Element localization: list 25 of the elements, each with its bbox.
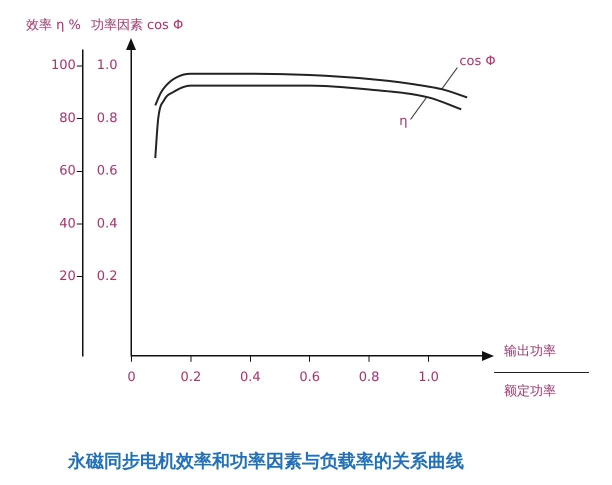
series-label: η xyxy=(399,114,408,129)
x-tick-label: 0.2 xyxy=(180,370,202,385)
line-series xyxy=(154,72,468,106)
y2-tick-label: 1.0 xyxy=(96,58,118,74)
y-tick-label: 40 xyxy=(59,216,76,232)
y2-axis-title: 功率因素 cos Φ xyxy=(90,16,184,33)
y2-tick-label: 0.8 xyxy=(96,110,118,126)
y-tick-label: 80 xyxy=(59,110,76,126)
y-tick-label: 60 xyxy=(59,164,76,179)
text: 额定功率 xyxy=(504,383,556,400)
x-tick-label: 0.6 xyxy=(299,370,320,385)
y2-tick-label: 0.4 xyxy=(96,216,118,232)
x-tick-label: 0 xyxy=(127,370,136,385)
y-axis-title: 效率 η % xyxy=(26,16,81,33)
line-series xyxy=(154,84,462,160)
x-tick-label: 1.0 xyxy=(418,370,439,385)
text: 永磁同步电机效率和功率因素与负载率的关系曲线 xyxy=(67,450,464,472)
y2-tick-label: 0.6 xyxy=(96,164,118,179)
series-label: cos Φ xyxy=(459,54,496,69)
x-tick-label: 0.4 xyxy=(240,370,261,385)
y2-tick-label: 0.2 xyxy=(96,269,118,284)
x-tick-label: 0.8 xyxy=(358,370,380,385)
x-axis-title: 输出功率 xyxy=(504,343,556,360)
y-tick-label: 20 xyxy=(59,269,76,284)
y-tick-label: 100 xyxy=(50,58,76,74)
